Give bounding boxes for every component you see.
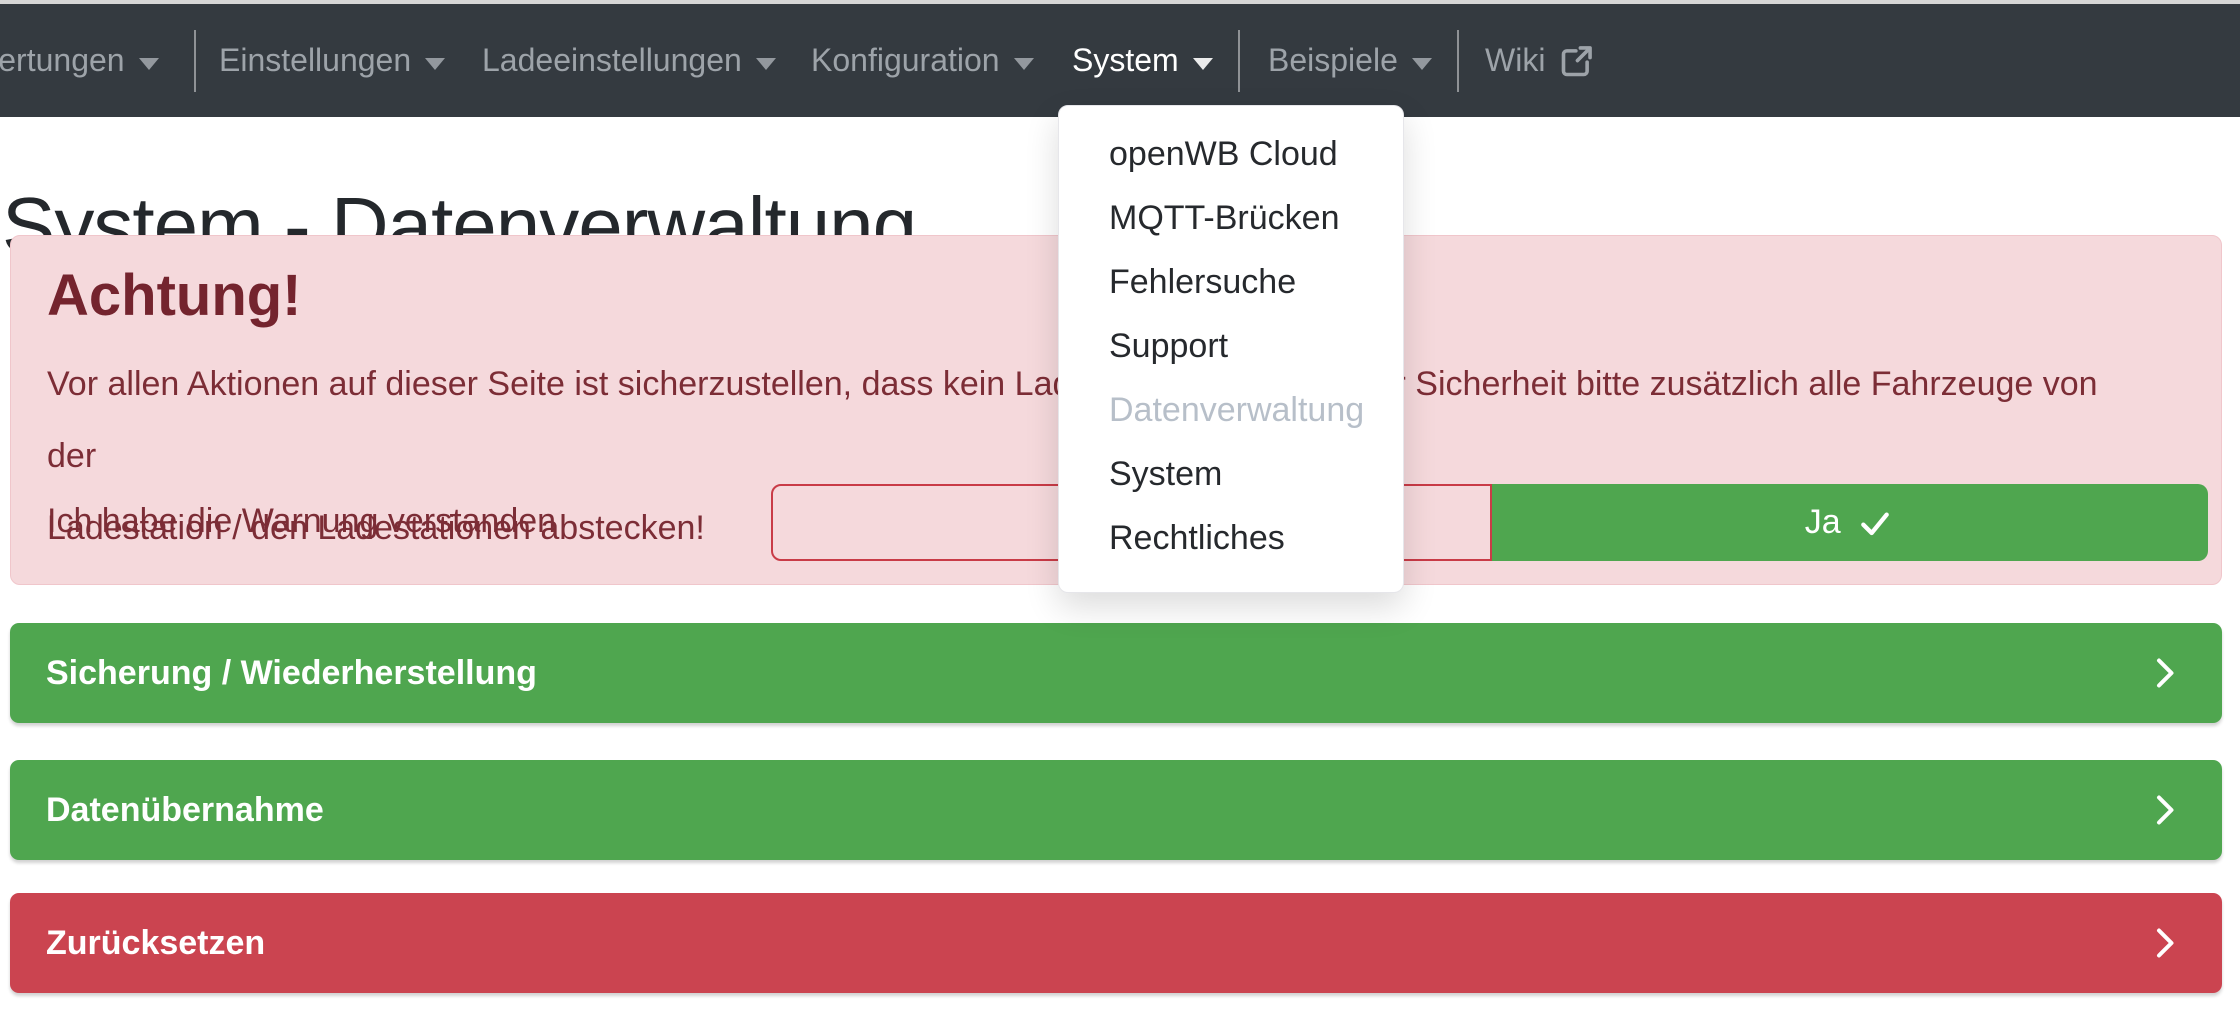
- chevron-down-icon: [1013, 57, 1034, 70]
- dropdown-item-rechtliches[interactable]: Rechtliches: [1109, 519, 1285, 557]
- section-datenuebernahme[interactable]: Datenübernahme: [10, 760, 2222, 860]
- main-navbar: Auswertungen Einstellungen Ladeeinstellu…: [0, 4, 2240, 117]
- nav-divider: [1457, 30, 1459, 92]
- section-label: Sicherung / Wiederherstellung: [46, 653, 537, 692]
- window-top-edge: [0, 0, 2240, 4]
- nav-item-ladeeinstellungen[interactable]: Ladeeinstellungen: [482, 4, 776, 117]
- section-label: Zurücksetzen: [46, 923, 266, 962]
- nav-label: Beispiele: [1268, 42, 1398, 78]
- system-dropdown-menu: openWB Cloud MQTT-Brücken Fehlersuche Su…: [1058, 105, 1404, 593]
- dropdown-item-support[interactable]: Support: [1109, 327, 1229, 365]
- chevron-down-icon: [425, 57, 446, 70]
- chevron-down-icon: [1411, 57, 1432, 70]
- section-sicherung-wiederherstellung[interactable]: Sicherung / Wiederherstellung: [10, 623, 2222, 723]
- nav-item-wiki[interactable]: Wiki: [1485, 4, 1595, 117]
- chevron-down-icon: [138, 57, 159, 70]
- alert-text-line-2: Ladestation / den Ladestationen abstecke…: [47, 509, 705, 547]
- external-link-icon: [1559, 43, 1595, 79]
- warning-confirm-button-group: Ja: [771, 484, 2208, 561]
- check-icon: [1860, 511, 1889, 535]
- section-zuruecksetzen[interactable]: Zurücksetzen: [10, 893, 2222, 993]
- nav-label: Auswertungen: [0, 42, 125, 78]
- chevron-down-icon: [1192, 57, 1213, 70]
- nav-divider: [1238, 30, 1240, 92]
- dropdown-item-fehlersuche[interactable]: Fehlersuche: [1109, 263, 1297, 301]
- nav-item-konfiguration[interactable]: Konfiguration: [811, 4, 1034, 117]
- nav-label: Wiki: [1485, 42, 1546, 78]
- nav-label: System: [1072, 42, 1179, 78]
- dropdown-item-openwb-cloud[interactable]: openWB Cloud: [1109, 135, 1338, 173]
- nav-item-system[interactable]: System: [1072, 4, 1213, 117]
- chevron-right-icon: [2157, 658, 2174, 688]
- nav-label: Ladeeinstellungen: [482, 42, 742, 78]
- chevron-right-icon: [2157, 795, 2174, 825]
- dropdown-item-mqtt-bruecken[interactable]: MQTT-Brücken: [1109, 199, 1340, 237]
- nav-label: Konfiguration: [811, 42, 1000, 78]
- nav-item-einstellungen[interactable]: Einstellungen: [219, 4, 446, 117]
- warning-confirm-label: Ich habe die Warnung verstanden: [47, 502, 557, 540]
- chevron-right-icon: [2157, 928, 2174, 958]
- nav-item-beispiele[interactable]: Beispiele: [1268, 4, 1432, 117]
- nav-divider: [194, 30, 196, 92]
- nav-item-auswertungen[interactable]: Auswertungen: [0, 4, 159, 117]
- alert-heading: Achtung!: [47, 263, 302, 328]
- chevron-down-icon: [755, 57, 776, 70]
- dropdown-item-system[interactable]: System: [1109, 455, 1223, 493]
- nav-label: Einstellungen: [219, 42, 412, 78]
- warning-yes-label: Ja: [1804, 503, 1841, 541]
- section-label: Datenübernahme: [46, 790, 324, 829]
- dropdown-item-datenverwaltung: Datenverwaltung: [1109, 391, 1365, 429]
- warning-yes-button[interactable]: Ja: [1491, 484, 2208, 561]
